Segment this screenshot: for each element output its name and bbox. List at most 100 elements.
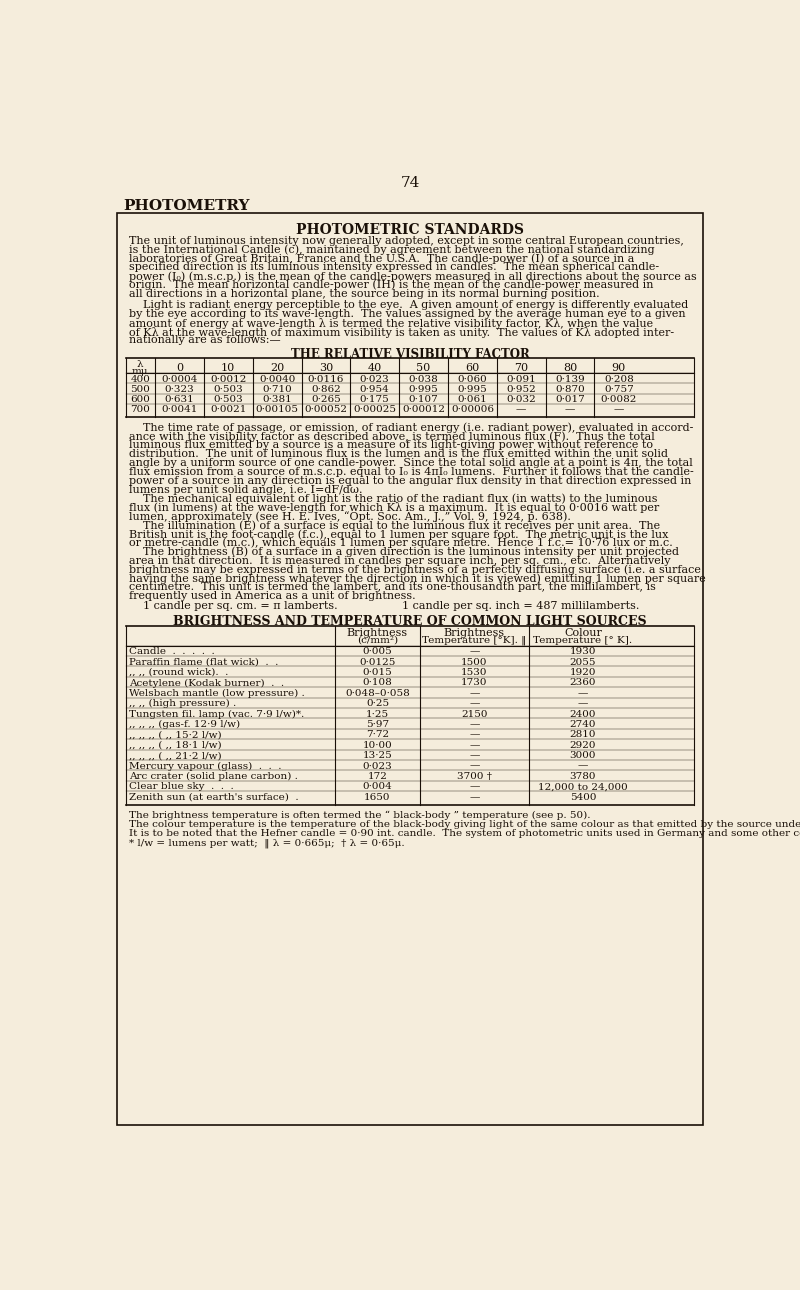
Text: frequently used in America as a unit of brightness.: frequently used in America as a unit of … bbox=[130, 591, 416, 601]
Text: 0·710: 0·710 bbox=[262, 384, 292, 393]
Text: 90: 90 bbox=[612, 362, 626, 373]
Text: 2740: 2740 bbox=[570, 720, 596, 729]
Text: Mercury vapour (glass)  .  .  .: Mercury vapour (glass) . . . bbox=[129, 761, 281, 770]
Text: * l/w = lumens per watt;  ‖ λ = 0·665μ;  † λ = 0·65μ.: * l/w = lumens per watt; ‖ λ = 0·665μ; †… bbox=[130, 838, 405, 848]
Text: 0·265: 0·265 bbox=[311, 395, 341, 404]
Text: —: — bbox=[469, 793, 479, 802]
Text: Acetylene (Kodak burner)  .  .: Acetylene (Kodak burner) . . bbox=[129, 679, 284, 688]
Text: 0·0116: 0·0116 bbox=[308, 375, 344, 384]
Text: 0·0040: 0·0040 bbox=[259, 375, 295, 384]
Text: 0·0021: 0·0021 bbox=[210, 405, 246, 414]
Text: mμ: mμ bbox=[132, 366, 149, 375]
Text: Colour: Colour bbox=[564, 628, 602, 639]
Text: 3000: 3000 bbox=[570, 751, 596, 760]
Text: —: — bbox=[516, 405, 526, 414]
Text: 20: 20 bbox=[270, 362, 284, 373]
Text: Brightness: Brightness bbox=[347, 628, 408, 639]
Text: 70: 70 bbox=[514, 362, 528, 373]
Text: Arc crater (solid plane carbon) .: Arc crater (solid plane carbon) . bbox=[129, 771, 298, 780]
Text: PHOTOMETRY: PHOTOMETRY bbox=[123, 200, 250, 213]
Text: Paraffin flame (flat wick)  .  .: Paraffin flame (flat wick) . . bbox=[129, 658, 278, 667]
Text: 12,000 to 24,000: 12,000 to 24,000 bbox=[538, 782, 628, 791]
Text: Candle  .  .  .  .  .: Candle . . . . . bbox=[129, 648, 214, 657]
Text: 1 candle per sq. inch = 487 millilamberts.: 1 candle per sq. inch = 487 millilambert… bbox=[402, 601, 640, 611]
Text: 1530: 1530 bbox=[461, 668, 487, 677]
Text: 0·091: 0·091 bbox=[506, 375, 536, 384]
Text: 0·061: 0·061 bbox=[458, 395, 487, 404]
Text: ,, ,, ,, ( ,, 18·1 l/w): ,, ,, ,, ( ,, 18·1 l/w) bbox=[129, 740, 222, 749]
Text: —: — bbox=[614, 405, 624, 414]
Text: power (I₀) (m.s.c.p.) is the mean of the candle-powers measured in all direction: power (I₀) (m.s.c.p.) is the mean of the… bbox=[130, 271, 698, 281]
Text: 40: 40 bbox=[368, 362, 382, 373]
Text: 0·00105: 0·00105 bbox=[255, 405, 298, 414]
Text: It is to be noted that the Hefner candle = 0·90 int. candle.  The system of phot: It is to be noted that the Hefner candle… bbox=[130, 829, 800, 838]
Text: 60: 60 bbox=[466, 362, 479, 373]
Text: 0·323: 0·323 bbox=[165, 384, 194, 393]
Text: 1500: 1500 bbox=[461, 658, 487, 667]
Text: λ: λ bbox=[137, 360, 144, 369]
Text: Temperature [° K].: Temperature [° K]. bbox=[534, 636, 632, 645]
Text: —: — bbox=[578, 761, 588, 770]
Text: 0·503: 0·503 bbox=[214, 395, 243, 404]
Text: British unit is the foot-candle (f.c.), equal to 1 lumen per square foot.  The m: British unit is the foot-candle (f.c.), … bbox=[130, 529, 669, 539]
Text: lumens per unit solid angle, i.e. I=dF/dω.: lumens per unit solid angle, i.e. I=dF/d… bbox=[130, 485, 363, 495]
Text: distribution.  The unit of luminous flux is the lumen and is the flux emitted wi: distribution. The unit of luminous flux … bbox=[130, 449, 669, 459]
Text: 2360: 2360 bbox=[570, 679, 596, 688]
Text: The brightness temperature is often termed the “ black-body ” temperature (see p: The brightness temperature is often term… bbox=[130, 811, 591, 820]
Text: 0·208: 0·208 bbox=[604, 375, 634, 384]
Text: The unit of luminous intensity now generally adopted, except in some central Eur: The unit of luminous intensity now gener… bbox=[130, 236, 684, 245]
Text: —: — bbox=[565, 405, 575, 414]
Text: The time rate of passage, or emission, of radiant energy (i.e. radiant power), e: The time rate of passage, or emission, o… bbox=[130, 423, 694, 433]
Text: 1930: 1930 bbox=[570, 648, 596, 657]
Text: 1·25: 1·25 bbox=[366, 710, 389, 719]
Text: Clear blue sky  .  .  .: Clear blue sky . . . bbox=[129, 782, 234, 791]
Text: 0·0125: 0·0125 bbox=[359, 658, 396, 667]
Text: 5·97: 5·97 bbox=[366, 720, 389, 729]
Text: 500: 500 bbox=[130, 384, 150, 393]
Text: —: — bbox=[469, 761, 479, 770]
Text: THE RELATIVE VISIBILITY FACTOR: THE RELATIVE VISIBILITY FACTOR bbox=[290, 348, 530, 361]
Text: by the eye according to its wave-length.  The values assigned by the average hum: by the eye according to its wave-length.… bbox=[130, 308, 686, 319]
Text: 1650: 1650 bbox=[364, 793, 390, 802]
Text: —: — bbox=[469, 740, 479, 749]
Text: ,, ,, ,, ( ,, 21·2 l/w): ,, ,, ,, ( ,, 21·2 l/w) bbox=[129, 751, 222, 760]
Text: lumen, approximately (see H. E. Ives, “Opt. Soc. Am., J.,” Vol. 9, 1924, p. 638): lumen, approximately (see H. E. Ives, “O… bbox=[130, 511, 571, 522]
Text: 0·017: 0·017 bbox=[555, 395, 585, 404]
Text: 1920: 1920 bbox=[570, 668, 596, 677]
Text: Tungsten fil. lamp (vac. 7·9 l/w)*.: Tungsten fil. lamp (vac. 7·9 l/w)*. bbox=[129, 710, 304, 719]
Text: 600: 600 bbox=[130, 395, 150, 404]
Text: 0·757: 0·757 bbox=[604, 384, 634, 393]
Text: Temperature [°K]. ‖: Temperature [°K]. ‖ bbox=[422, 636, 526, 645]
Text: ,, ,, (round wick).  .: ,, ,, (round wick). . bbox=[129, 668, 228, 677]
Text: Zenith sun (at earth's surface)  .: Zenith sun (at earth's surface) . bbox=[129, 793, 298, 802]
Text: —: — bbox=[469, 699, 479, 708]
Text: The mechanical equivalent of light is the ratio of the radiant flux (in watts) t: The mechanical equivalent of light is th… bbox=[130, 494, 658, 504]
Text: 0·108: 0·108 bbox=[362, 679, 392, 688]
Text: ,, ,, ,, (gas-f. 12·9 l/w): ,, ,, ,, (gas-f. 12·9 l/w) bbox=[129, 720, 240, 729]
Text: 0·503: 0·503 bbox=[214, 384, 243, 393]
Text: 0·631: 0·631 bbox=[165, 395, 194, 404]
Text: ance with the visibility factor as described above, is termed luminous flux (F).: ance with the visibility factor as descr… bbox=[130, 432, 655, 442]
Text: 0·023: 0·023 bbox=[362, 761, 392, 770]
Text: 0·023: 0·023 bbox=[360, 375, 390, 384]
Text: 7·72: 7·72 bbox=[366, 730, 389, 739]
Text: flux emission from a source of m.s.c.p. equal to I₀ is 4πI₀ lumens.  Further it : flux emission from a source of m.s.c.p. … bbox=[130, 467, 694, 477]
Text: 0·0082: 0·0082 bbox=[601, 395, 637, 404]
Text: 0·107: 0·107 bbox=[409, 395, 438, 404]
Text: 10·00: 10·00 bbox=[362, 740, 392, 749]
FancyBboxPatch shape bbox=[117, 213, 703, 1125]
Text: 0: 0 bbox=[176, 362, 183, 373]
Text: 0·381: 0·381 bbox=[262, 395, 292, 404]
Text: 5400: 5400 bbox=[570, 793, 596, 802]
Text: 0·00006: 0·00006 bbox=[451, 405, 494, 414]
Text: Welsbach mantle (low pressure) .: Welsbach mantle (low pressure) . bbox=[129, 689, 305, 698]
Text: —: — bbox=[469, 782, 479, 791]
Text: 0·00025: 0·00025 bbox=[354, 405, 396, 414]
Text: amount of energy at wave-length λ is termed the relative visibility factor, Kλ, : amount of energy at wave-length λ is ter… bbox=[130, 317, 654, 329]
Text: 0·175: 0·175 bbox=[360, 395, 390, 404]
Text: 2150: 2150 bbox=[461, 710, 487, 719]
Text: flux (in lumens) at the wave-length for which Kλ is a maximum.  It is equal to 0: flux (in lumens) at the wave-length for … bbox=[130, 502, 660, 513]
Text: luminous flux emitted by a source is a measure of its light-giving power without: luminous flux emitted by a source is a m… bbox=[130, 440, 654, 450]
Text: 10: 10 bbox=[221, 362, 235, 373]
Text: all directions in a horizontal plane, the source being in its normal burning pos: all directions in a horizontal plane, th… bbox=[130, 289, 600, 299]
